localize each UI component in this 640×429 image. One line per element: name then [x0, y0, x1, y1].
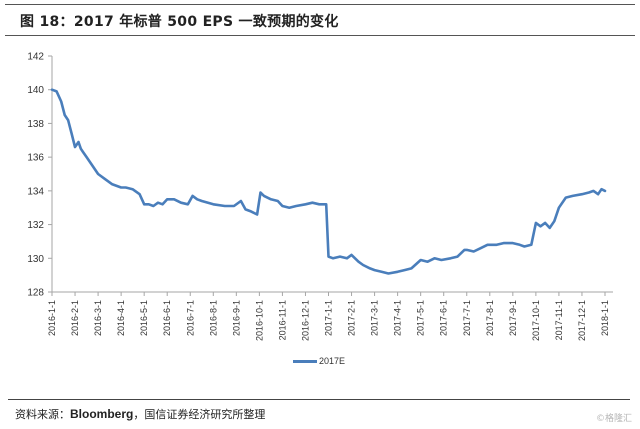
y-tick-label: 142	[27, 52, 44, 63]
x-tick-label: 2016-11-1	[277, 300, 287, 340]
legend-label-2017e: 2017E	[319, 356, 346, 366]
series-line-2017e	[50, 88, 607, 275]
x-tick-label: 2016-1-1	[47, 300, 57, 336]
x-tick-label: 2017-3-1	[370, 300, 380, 336]
x-tick-label: 2016-9-1	[231, 300, 241, 336]
x-tick-label: 2017-6-1	[439, 300, 449, 336]
y-tick-label: 134	[27, 186, 44, 197]
x-tick-label: 2018-1-1	[600, 300, 610, 336]
x-tick-label: 2017-1-1	[324, 300, 334, 336]
x-axis: 2016-1-1 2016-2-1 2016-3-1 2016-4-1 2016-5-1…	[47, 291, 613, 341]
source-divider	[8, 399, 630, 400]
chart-title: 图 18：2017 年标普 500 EPS 一致预期的变化	[20, 14, 339, 30]
y-tick-label: 128	[27, 288, 44, 299]
x-tick-label: 2016-2-1	[70, 300, 80, 336]
x-tick-label: 2017-8-1	[485, 300, 495, 336]
source-brand: Bloomberg	[70, 407, 134, 421]
x-tick-label: 2017-11-1	[554, 300, 564, 340]
legend: 2017E	[293, 356, 345, 366]
x-tick-label: 2017-12-1	[577, 300, 587, 341]
x-tick-label: 2016-3-1	[93, 300, 103, 336]
watermark: ©格隆汇	[595, 414, 632, 424]
x-tick-label: 2016-5-1	[139, 300, 149, 336]
x-tick-label: 2016-4-1	[116, 300, 126, 336]
y-tick-label: 138	[27, 119, 44, 130]
y-tick-label: 140	[27, 85, 44, 96]
x-tick-label: 2017-5-1	[416, 300, 426, 336]
x-tick-label: 2016-6-1	[162, 300, 172, 336]
x-tick-label: 2016-10-1	[254, 300, 264, 341]
x-tick-label: 2016-7-1	[185, 300, 195, 336]
source-suffix: ，国信证券经济研究所整理	[133, 408, 266, 421]
x-tick-label: 2017-7-1	[462, 300, 472, 336]
x-tick-label: 2017-9-1	[508, 300, 518, 336]
x-tick-label: 2017-10-1	[531, 300, 541, 341]
x-tick-label: 2016-8-1	[208, 300, 218, 336]
y-tick-label: 130	[27, 254, 44, 265]
x-tick-label: 2016-12-1	[300, 300, 310, 341]
y-tick-label: 132	[27, 220, 44, 231]
x-tick-label: 2017-4-1	[393, 300, 403, 336]
y-axis: 128 130 132 134 136 138 140 142	[27, 52, 53, 299]
source-note: 资料来源：Bloomberg，国信证券经济研究所整理	[15, 406, 265, 422]
line-chart: 128 130 132 134 136 138 140 142 2016-1-1 2016-2-…	[27, 52, 613, 341]
legend-swatch-2017e	[293, 359, 317, 363]
x-tick-label: 2017-2-1	[347, 300, 357, 336]
title-bar: 图 18：2017 年标普 500 EPS 一致预期的变化	[5, 4, 635, 36]
source-prefix: 资料来源：	[15, 408, 70, 421]
y-tick-label: 136	[27, 153, 44, 164]
